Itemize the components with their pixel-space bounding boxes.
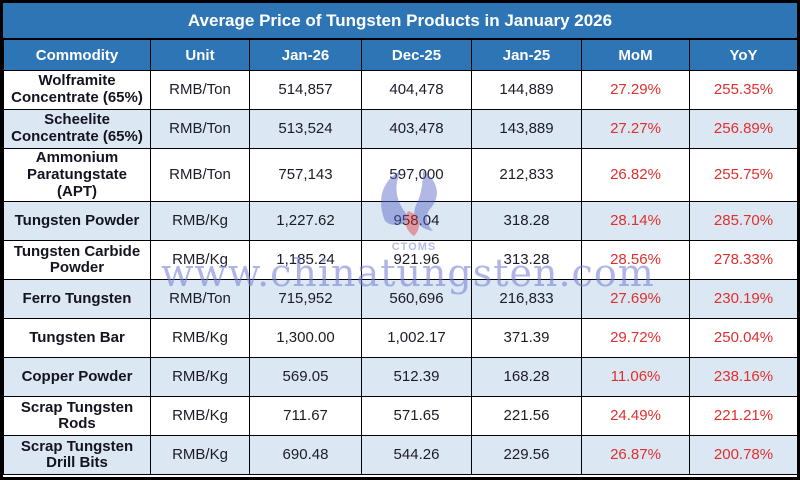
jan26-cell: 1,300.00 (249, 318, 362, 359)
header-dec25: Dec-25 (361, 40, 472, 71)
unit-cell: RMB/Kg (150, 435, 250, 476)
table-row: Tungsten Carbide Powder RMB/Kg 1,185.24 921… (3, 240, 797, 281)
jan25-cell: 318.28 (471, 201, 582, 242)
dec25-cell: 921.96 (361, 240, 472, 281)
commodity-cell: Tungsten Carbide Powder (3, 240, 151, 281)
dec25-cell: 597,000 (361, 147, 472, 203)
commodity-cell: Wolframite Concentrate (65%) (3, 70, 151, 110)
jan26-cell: 1,185.24 (249, 240, 362, 281)
unit-cell: RMB/Kg (150, 240, 250, 281)
dec25-cell: 512.39 (361, 357, 472, 398)
commodity-cell: Scrap Tungsten Drill Bits (3, 435, 151, 476)
mom-cell: 28.56% (581, 240, 690, 281)
table-row: Tungsten Bar RMB/Kg 1,300.00 1,002.17 371.39… (3, 318, 797, 359)
mom-cell: 29.72% (581, 318, 690, 359)
table-row: Copper Powder RMB/Kg 569.05 512.39 168.28 11.… (3, 357, 797, 398)
jan25-cell: 371.39 (471, 318, 582, 359)
header-mom: MoM (581, 40, 690, 71)
yoy-cell: 230.19% (689, 279, 797, 320)
table-row: Tungsten Powder RMB/Kg 1,227.62 958.04 318.2… (3, 201, 797, 242)
dec25-cell: 958.04 (361, 201, 472, 242)
unit-cell: RMB/Ton (150, 70, 250, 110)
table-row: Scrap Tungsten Rods RMB/Kg 711.67 571.65 221… (3, 396, 797, 437)
yoy-cell: 200.78% (689, 435, 797, 476)
price-table-body: Wolframite Concentrate (65%) RMB/Ton 514,8… (3, 70, 797, 476)
yoy-cell: 250.04% (689, 318, 797, 359)
table-row: Wolframite Concentrate (65%) RMB/Ton 514,8… (3, 70, 797, 110)
jan25-cell: 212,833 (471, 147, 582, 203)
unit-cell: RMB/Ton (150, 279, 250, 320)
footer: ©CHINATUNGSTEN ONLINE ©CTIA GROUP (3, 475, 797, 477)
header-row: Commodity Unit Jan-26 Dec-25 Jan-25 MoM … (3, 40, 797, 71)
mom-cell: 26.82% (581, 147, 690, 203)
jan25-cell: 216,833 (471, 279, 582, 320)
dec25-cell: 544.26 (361, 435, 472, 476)
jan26-cell: 569.05 (249, 357, 362, 398)
jan25-cell: 143,889 (471, 109, 582, 149)
jan26-cell: 514,857 (249, 70, 362, 110)
yoy-cell: 285.70% (689, 201, 797, 242)
commodity-cell: Tungsten Bar (3, 318, 151, 359)
mom-cell: 27.27% (581, 109, 690, 149)
yoy-cell: 221.21% (689, 396, 797, 437)
mom-cell: 24.49% (581, 396, 690, 437)
jan26-cell: 1,227.62 (249, 201, 362, 242)
table-row: Ferro Tungsten RMB/Ton 715,952 560,696 216,8… (3, 279, 797, 320)
unit-cell: RMB/Kg (150, 201, 250, 242)
unit-cell: RMB/Ton (150, 109, 250, 149)
dec25-cell: 403,478 (361, 109, 472, 149)
unit-cell: RMB/Kg (150, 396, 250, 437)
jan25-cell: 221.56 (471, 396, 582, 437)
table-row: Ammonium Paratungstate (APT) RMB/Ton 757,1… (3, 147, 797, 203)
commodity-cell: Scrap Tungsten Rods (3, 396, 151, 437)
commodity-cell: Ammonium Paratungstate (APT) (3, 147, 151, 203)
jan26-cell: 513,524 (249, 109, 362, 149)
jan26-cell: 711.67 (249, 396, 362, 437)
table-title-text: Average Price of Tungsten Products in Ja… (187, 10, 613, 30)
jan26-cell: 690.48 (249, 435, 362, 476)
yoy-cell: 238.16% (689, 357, 797, 398)
mom-cell: 26.87% (581, 435, 690, 476)
jan25-cell: 229.56 (471, 435, 582, 476)
jan25-cell: 168.28 (471, 357, 582, 398)
jan26-cell: 715,952 (249, 279, 362, 320)
header-jan25: Jan-25 (471, 40, 582, 71)
header-commodity: Commodity (3, 40, 151, 71)
mom-cell: 28.14% (581, 201, 690, 242)
mom-cell: 11.06% (581, 357, 690, 398)
unit-cell: RMB/Kg (150, 357, 250, 398)
unit-cell: RMB/Ton (150, 147, 250, 203)
price-table: Commodity Unit Jan-26 Dec-25 Jan-25 MoM … (3, 40, 797, 476)
table-row: Scheelite Concentrate (65%) RMB/Ton 513,52… (3, 109, 797, 149)
yoy-cell: 256.89% (689, 109, 797, 149)
jan25-cell: 313.28 (471, 240, 582, 281)
yoy-cell: 255.75% (689, 147, 797, 203)
commodity-cell: Scheelite Concentrate (65%) (3, 109, 151, 149)
jan25-cell: 144,889 (471, 70, 582, 110)
mom-cell: 27.29% (581, 70, 690, 110)
table-row: Scrap Tungsten Drill Bits RMB/Kg 690.48 544… (3, 435, 797, 476)
dec25-cell: 571.65 (361, 396, 472, 437)
dec25-cell: 404,478 (361, 70, 472, 110)
jan26-cell: 757,143 (249, 147, 362, 203)
commodity-cell: Ferro Tungsten (3, 279, 151, 320)
dec25-cell: 560,696 (361, 279, 472, 320)
yoy-cell: 255.35% (689, 70, 797, 110)
yoy-cell: 278.33% (689, 240, 797, 281)
dec25-cell: 1,002.17 (361, 318, 472, 359)
table-title: Average Price of Tungsten Products in Ja… (3, 3, 797, 40)
mom-cell: 27.69% (581, 279, 690, 320)
header-yoy: YoY (689, 40, 797, 71)
unit-cell: RMB/Kg (150, 318, 250, 359)
header-jan26: Jan-26 (249, 40, 362, 71)
header-unit: Unit (150, 40, 250, 71)
commodity-cell: Tungsten Powder (3, 201, 151, 242)
commodity-cell: Copper Powder (3, 357, 151, 398)
